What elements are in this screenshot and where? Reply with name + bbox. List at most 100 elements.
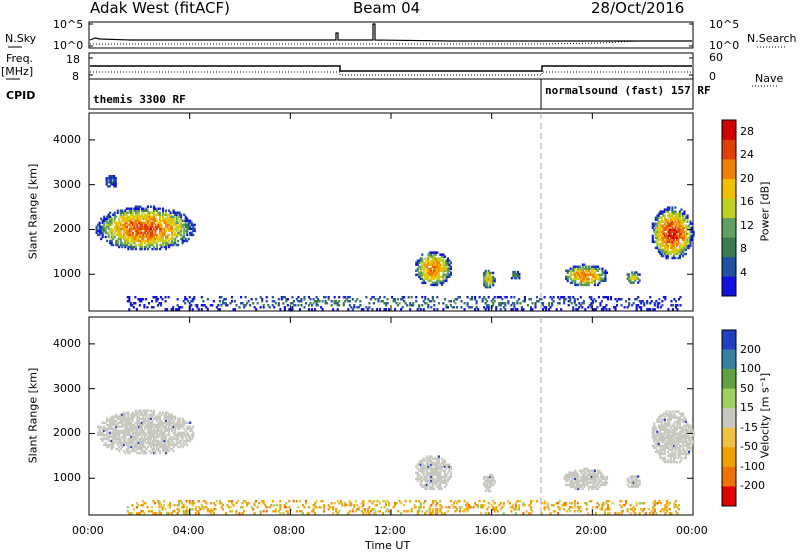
nsearch-tick-top: 10^5 <box>709 18 740 31</box>
mini-panel-ticks <box>89 23 693 76</box>
nsearch-label: N.Search <box>747 32 797 45</box>
colorbar-tick-label: 8 <box>740 242 747 256</box>
y-tick-label: 4000 <box>53 132 81 146</box>
colorbar-cell <box>722 120 736 140</box>
colorbar-tick-label: 50 <box>740 381 754 395</box>
nsky-trace <box>89 23 692 42</box>
power-heatmap <box>95 175 695 311</box>
mhz-label: [MHz] <box>1 65 34 78</box>
scatter-region-5 <box>565 263 609 287</box>
colorbar-tick-label: 20 <box>740 171 754 185</box>
station-title: Adak West (fitACF) <box>90 0 230 17</box>
cpid-program-1: themis 3300 RF <box>93 93 186 106</box>
nave-tick-top: 60 <box>709 51 723 64</box>
power-colorbar <box>721 119 737 297</box>
colorbar-cell <box>722 276 736 297</box>
colorbar-tick-label: 16 <box>740 195 754 209</box>
nsky-tick-bottom: 10^0 <box>53 39 84 52</box>
colorbar-tick-label: 100 <box>740 362 761 376</box>
y-tick-label: 1000 <box>53 471 81 485</box>
scatter-region-1 <box>415 455 452 491</box>
power-ylabel: Slant Range [km] <box>26 163 40 260</box>
x-tick-label: 12:00 <box>374 524 406 537</box>
x-axis-label: Time UT <box>365 539 411 552</box>
colorbar-cell <box>722 256 736 277</box>
scatter-region-8 <box>126 295 682 311</box>
x-tick-label: 04:00 <box>172 524 205 537</box>
velocity-colorbar-label: Velocity [m s⁻¹] <box>758 372 772 459</box>
nave-trace <box>90 71 692 76</box>
cpid-label: CPID <box>6 89 36 102</box>
scatter-region-3 <box>563 467 609 491</box>
x-tick-label: 00:00 <box>676 524 708 537</box>
scatter-region-6 <box>626 271 641 284</box>
colorbar-cell <box>722 408 736 429</box>
colorbar-frame <box>721 119 737 297</box>
scatter-region-5 <box>651 410 695 464</box>
colorbar-cell <box>722 388 736 409</box>
scatter-region-0 <box>95 205 196 251</box>
nsky-tick-top: 10^5 <box>53 18 84 31</box>
colorbar-tick-label: -15 <box>740 420 758 434</box>
freq-tick-bottom: 8 <box>72 70 79 83</box>
nsky-panel-frame <box>88 21 694 49</box>
scatter-region-4 <box>626 475 641 488</box>
colorbar-tick-label: 28 <box>740 124 754 138</box>
power-colorbar-label: Power [dB] <box>758 181 772 242</box>
scatter-region-2 <box>483 473 496 493</box>
colorbar-tick-label: 200 <box>740 342 761 356</box>
colorbar-tick-label: -50 <box>740 440 758 454</box>
x-tick-label: 08:00 <box>273 524 306 537</box>
y-tick-label: 2000 <box>53 222 81 236</box>
freq-tick-top: 18 <box>66 53 80 66</box>
colorbar-frame <box>721 329 737 507</box>
colorbar-cell <box>722 447 736 468</box>
velocity-heatmap <box>97 409 695 515</box>
scatter-region-0 <box>97 409 195 455</box>
beam-title: Beam 04 <box>353 0 421 17</box>
x-tick-label: 00:00 <box>72 524 104 537</box>
nave-tick-bottom: 0 <box>709 70 716 83</box>
y-tick-label: 4000 <box>53 336 81 350</box>
scatter-region-4 <box>510 270 521 280</box>
colorbar-cell <box>722 178 736 199</box>
colorbar-cell <box>722 369 736 389</box>
nsky-label: N.Sky <box>5 32 37 45</box>
colorbar-tick-label: -100 <box>740 459 765 473</box>
scatter-region-2 <box>415 251 452 287</box>
y-tick-label: 3000 <box>53 381 81 395</box>
freq-trace <box>90 65 692 72</box>
axes <box>88 113 694 515</box>
scatter-region-3 <box>483 269 496 289</box>
colorbar-cell <box>722 139 736 160</box>
x-tick-label: 20:00 <box>575 524 608 537</box>
colorbar-tick-label: 4 <box>740 265 747 279</box>
colorbar-cell <box>722 198 736 219</box>
colorbar-cell <box>722 427 736 448</box>
colorbar-cell <box>722 486 736 507</box>
scatter-region-1 <box>105 175 117 188</box>
date-title: 28/Oct/2016 <box>591 0 685 17</box>
colorbar-tick-label: 24 <box>740 148 754 162</box>
y-tick-label: 3000 <box>53 177 81 191</box>
x-tick-label: 16:00 <box>474 524 507 537</box>
colorbar-tick-label: -200 <box>740 479 765 493</box>
scatter-region-7 <box>651 206 695 260</box>
velocity-ylabel: Slant Range [km] <box>26 367 40 464</box>
colorbar-cell <box>722 349 736 370</box>
cpid-program-2: normalsound (fast) 157 RF <box>545 84 711 97</box>
scatter-region-6 <box>126 499 681 515</box>
colorbar-cell <box>722 159 736 179</box>
nave-label: Nave <box>755 72 784 85</box>
colorbar-cell <box>722 466 736 487</box>
nsearch-trace <box>90 40 692 45</box>
colorbar-cell <box>722 217 736 238</box>
velocity-colorbar <box>721 329 737 507</box>
nsearch-tick-bottom: 10^0 <box>709 39 740 52</box>
y-tick-label: 2000 <box>53 426 81 440</box>
colorbar-cell <box>722 330 736 350</box>
colorbar-tick-label: 15 <box>740 401 754 415</box>
cpid-panel-frame <box>88 78 694 110</box>
freq-label: Freq. <box>6 52 34 65</box>
